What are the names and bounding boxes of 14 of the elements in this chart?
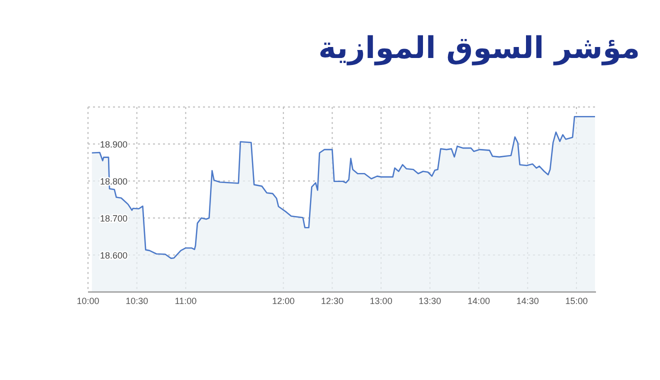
x-tick-label: 15:00 [565,296,588,306]
title: مؤشر السوق الموازية [318,31,640,66]
x-tick-label: 14:00 [468,296,490,306]
x-tick-label: 12:00 [272,296,295,306]
y-tick-label: 18.700 [100,214,128,224]
x-tick-label: 10:30 [126,296,148,306]
x-tick-label: 12:30 [320,296,344,306]
x-tick-label: 14:30 [516,296,539,306]
x-tick-label: 10:00 [76,296,100,306]
x-tick-label: 13:30 [418,296,442,306]
x-tick-label: 13:00 [370,296,392,306]
x-tick-label: 11:00 [174,296,197,306]
y-tick-label: 18.900 [100,140,128,150]
y-tick-label: 18.600 [100,250,128,260]
